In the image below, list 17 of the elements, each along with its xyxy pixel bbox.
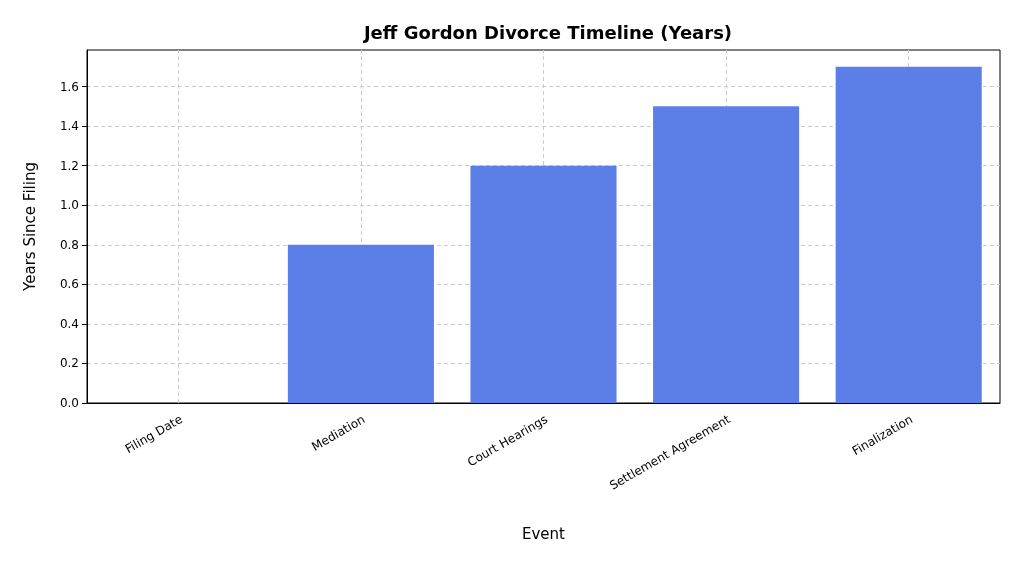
- chart-title: Jeff Gordon Divorce Timeline (Years): [361, 21, 733, 43]
- bar: [653, 106, 800, 403]
- bar: [287, 244, 434, 403]
- y-tick-label: 0.4: [59, 316, 79, 331]
- y-tick-label: 0.6: [59, 277, 79, 292]
- y-tick-label: 0.8: [59, 237, 79, 252]
- y-axis-title: Years Since Filing: [20, 162, 39, 292]
- x-axis-title: Event: [522, 524, 566, 543]
- y-tick-label: 1.4: [59, 119, 79, 134]
- bar: [835, 66, 982, 403]
- y-tick-label: 1.0: [59, 198, 79, 213]
- y-tick-label: 0.0: [59, 396, 79, 410]
- bar: [470, 165, 617, 403]
- x-tick-label: Filing Date: [122, 412, 185, 457]
- y-tick-label: 0.2: [59, 356, 79, 371]
- y-tick-label: 1.6: [59, 79, 79, 94]
- y-tick-label: 1.2: [59, 158, 79, 173]
